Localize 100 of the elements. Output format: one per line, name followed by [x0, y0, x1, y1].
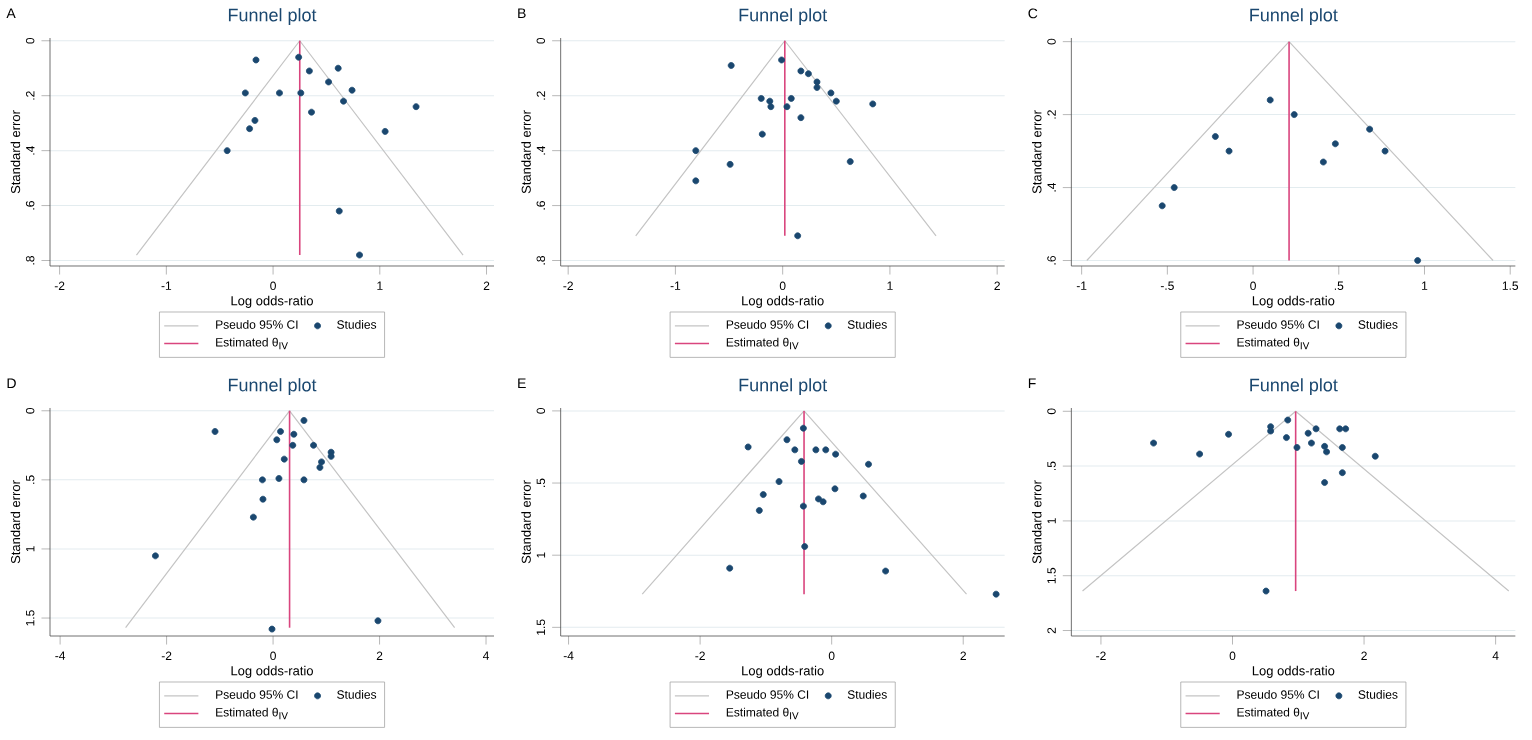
point — [300, 417, 308, 424]
point — [276, 89, 283, 97]
point — [1312, 425, 1320, 433]
point — [259, 476, 266, 484]
point — [1304, 429, 1312, 437]
point — [775, 478, 783, 485]
point — [211, 428, 219, 435]
point — [813, 84, 821, 91]
point — [277, 428, 284, 435]
point — [757, 95, 765, 102]
point — [297, 89, 305, 97]
point — [316, 464, 324, 471]
point — [252, 56, 260, 64]
point — [1150, 439, 1157, 447]
point — [815, 495, 822, 503]
point — [273, 436, 281, 444]
point — [348, 86, 356, 94]
point — [1225, 430, 1232, 438]
point — [1338, 444, 1346, 451]
point — [381, 128, 389, 135]
point — [799, 424, 807, 432]
point — [819, 498, 827, 506]
point — [1338, 469, 1346, 477]
point — [1290, 111, 1298, 118]
point — [241, 89, 249, 97]
point — [1262, 587, 1270, 595]
point — [692, 147, 700, 155]
point — [1331, 140, 1339, 148]
point — [1170, 184, 1178, 191]
point — [1225, 147, 1233, 155]
point — [767, 103, 775, 111]
point — [1308, 439, 1315, 447]
point — [831, 485, 839, 493]
point — [797, 114, 805, 122]
chart-title: Funnel plot — [1250, 378, 1338, 395]
point — [846, 158, 854, 166]
point — [778, 56, 785, 64]
point — [992, 590, 1000, 598]
point — [1283, 434, 1290, 441]
point — [726, 160, 734, 168]
point — [280, 455, 288, 463]
chart-title: Funnel plot — [1250, 8, 1338, 25]
chart-title: Funnel plot — [228, 378, 317, 395]
point — [310, 441, 317, 449]
point — [251, 117, 259, 124]
point — [869, 100, 877, 108]
point — [295, 53, 303, 61]
point — [832, 97, 840, 105]
point — [1293, 444, 1301, 451]
point — [1371, 452, 1379, 460]
point — [1342, 425, 1350, 433]
point — [1381, 147, 1389, 155]
point — [275, 475, 283, 482]
point — [1323, 448, 1330, 456]
point — [268, 625, 276, 633]
point — [827, 89, 835, 97]
point — [1196, 450, 1204, 458]
chart-title: Funnel plot — [739, 8, 828, 25]
point — [797, 67, 805, 75]
chart-title: Funnel plot — [739, 378, 828, 395]
point — [755, 507, 763, 514]
point — [798, 458, 805, 465]
point — [766, 97, 774, 105]
point — [805, 70, 812, 78]
point — [744, 443, 752, 451]
point — [787, 95, 795, 102]
point — [1284, 416, 1292, 424]
point — [1211, 133, 1219, 140]
point — [813, 78, 821, 86]
point — [246, 125, 253, 133]
point — [822, 446, 830, 454]
point — [812, 446, 820, 454]
point — [791, 446, 799, 454]
point — [334, 64, 342, 72]
point — [1319, 158, 1327, 166]
point — [1158, 202, 1166, 210]
point — [325, 78, 332, 86]
point — [859, 492, 867, 500]
point — [152, 552, 159, 560]
point — [759, 491, 767, 498]
point — [799, 502, 807, 510]
point — [758, 130, 766, 138]
point — [374, 617, 382, 625]
point — [1336, 425, 1344, 433]
point — [783, 436, 791, 444]
point — [801, 543, 809, 550]
point — [726, 564, 734, 572]
point — [318, 458, 325, 466]
chart-title: Funnel plot — [228, 8, 317, 25]
point — [727, 62, 735, 69]
point — [249, 513, 257, 521]
point — [340, 97, 347, 105]
point — [783, 103, 791, 111]
point — [882, 567, 890, 575]
point — [305, 67, 313, 75]
point — [1414, 257, 1422, 264]
point — [223, 147, 231, 155]
point — [335, 207, 343, 215]
point — [1266, 96, 1274, 104]
point — [259, 495, 267, 503]
